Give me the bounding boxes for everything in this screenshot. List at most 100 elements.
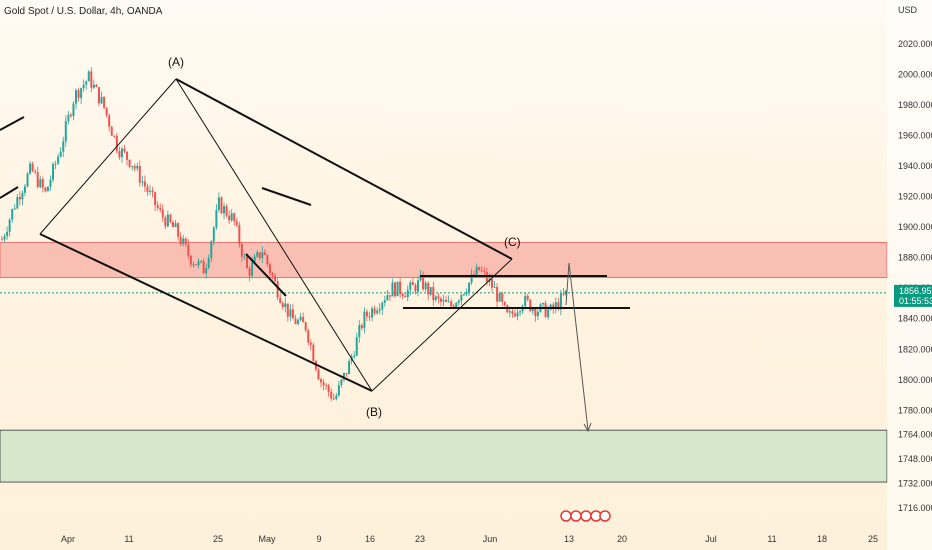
chart-title: Gold Spot / U.S. Dollar, 4h, OANDA <box>4 6 163 17</box>
candle-body <box>207 257 210 268</box>
price-axis[interactable]: 2020.000 2000.000 1980.000 1960.000 1940.000… <box>887 0 932 550</box>
candle-body <box>46 186 49 192</box>
price-tick-label: 2020.000 <box>898 39 932 49</box>
candle-body <box>90 71 93 88</box>
resistance-zone <box>0 241 888 279</box>
price-tag-value: 1856.955 <box>899 286 932 296</box>
candle-body <box>427 282 430 295</box>
candle-body <box>161 209 164 218</box>
candle-body <box>401 293 404 297</box>
time-axis[interactable]: Apr 11 25 May 9 16 23 Jun 13 20 Jul 11 18 25 <box>61 534 878 544</box>
candle-body <box>85 81 88 85</box>
candle-body <box>54 163 57 165</box>
wave-leg-1[interactable] <box>39 78 177 235</box>
candle-body <box>394 282 397 297</box>
candle-body <box>562 293 565 295</box>
candle-body <box>179 236 182 244</box>
candle-body <box>422 275 425 290</box>
candle-body <box>340 379 343 386</box>
candle-body <box>97 87 100 104</box>
candle-body <box>18 196 21 200</box>
candle-body <box>41 179 44 188</box>
candle-body <box>64 121 67 142</box>
candle-body <box>286 303 289 317</box>
candle-body <box>29 163 32 174</box>
candle-body <box>508 311 511 313</box>
economic-events[interactable] <box>560 510 611 522</box>
candle-body <box>146 186 149 192</box>
candle-body <box>1 239 3 241</box>
candle-body <box>345 372 348 375</box>
candle-body <box>480 270 483 272</box>
event-icon[interactable] <box>580 510 592 522</box>
candle-body <box>217 197 220 210</box>
candle-body <box>235 221 238 226</box>
candle-body <box>187 244 190 256</box>
candle-body <box>261 252 264 259</box>
candle-body <box>330 391 333 399</box>
candle-body <box>281 302 284 308</box>
time-tick-label: Jun <box>483 534 498 544</box>
candle-body <box>531 308 534 312</box>
candle-body <box>36 172 39 188</box>
trendline-upper-channel[interactable] <box>175 78 513 260</box>
candle-body <box>220 197 223 214</box>
candle-body <box>233 213 236 222</box>
trendline-left-bottom[interactable] <box>0 186 19 199</box>
candle-body <box>554 302 557 309</box>
candle-body <box>544 302 547 318</box>
flag-top-line[interactable] <box>261 187 312 206</box>
candle-body <box>126 151 129 160</box>
trendline-lower-channel[interactable] <box>39 233 373 392</box>
candle-body <box>332 398 335 400</box>
price-tick-label: 1980.000 <box>898 100 932 110</box>
candle-body <box>103 96 106 108</box>
flag-bottom-line[interactable] <box>245 253 287 297</box>
candle-body <box>289 309 292 317</box>
trendline-left-top[interactable] <box>0 116 25 131</box>
candle-body <box>210 241 213 258</box>
candle-body <box>23 186 26 193</box>
candle-body <box>529 299 532 312</box>
candle-body <box>263 252 266 256</box>
candle-body <box>202 260 205 274</box>
projection-path[interactable] <box>565 262 589 431</box>
candle-body <box>542 302 545 305</box>
candle-body <box>82 84 85 89</box>
price-tick-label: 1900.000 <box>898 222 932 232</box>
candle-body <box>200 260 203 262</box>
candle-body <box>108 115 111 127</box>
candle-body <box>516 312 519 317</box>
wave-leg-3[interactable] <box>371 258 513 392</box>
candle-body <box>21 192 24 200</box>
candle-body <box>483 271 486 273</box>
candle-body <box>34 171 37 173</box>
candle-body <box>526 295 529 300</box>
candle-body <box>335 395 338 400</box>
candle-body <box>192 264 195 266</box>
event-icon[interactable] <box>560 510 572 522</box>
candle-body <box>174 223 177 228</box>
candle-body <box>470 274 473 283</box>
candle-body <box>294 318 297 324</box>
wave-leg-2[interactable] <box>175 78 373 392</box>
candle-body <box>501 293 504 302</box>
candle-body <box>133 166 136 169</box>
candle-body <box>360 325 363 329</box>
candle-body <box>460 294 463 301</box>
candle-body <box>371 308 374 318</box>
event-icon[interactable] <box>570 510 582 522</box>
candle-body <box>13 208 16 210</box>
candle-body <box>143 181 146 187</box>
candle-body <box>62 141 65 152</box>
candle-body <box>386 295 389 301</box>
candle-body <box>327 385 330 392</box>
event-icon[interactable] <box>599 510 611 522</box>
support-zone <box>0 429 888 483</box>
price-tick-label: 1820.000 <box>898 344 932 354</box>
candle-body <box>75 90 78 104</box>
wave-label-c: (C) <box>504 235 521 249</box>
candle-body <box>309 342 312 345</box>
candle-body <box>31 163 34 172</box>
